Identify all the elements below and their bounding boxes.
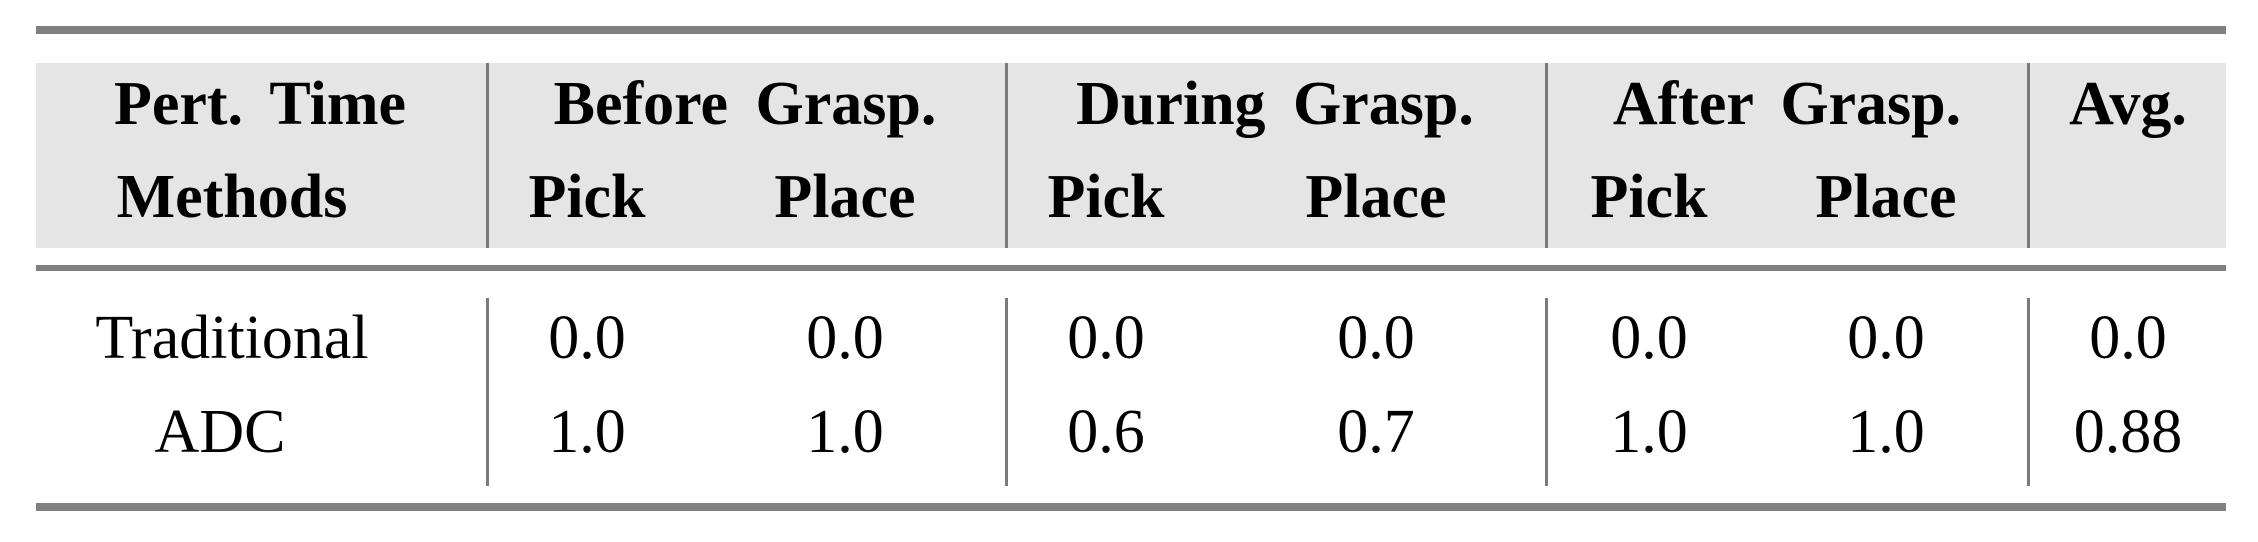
column-divider xyxy=(1005,63,1008,248)
value-cell: 1.0 xyxy=(806,398,884,466)
value-cell: 1.0 xyxy=(548,398,626,466)
avg-cell: 0.0 xyxy=(2089,304,2167,372)
header-before-pick: Pick xyxy=(528,163,646,231)
column-divider xyxy=(486,63,489,248)
column-divider xyxy=(2027,298,2030,486)
avg-cell: 0.88 xyxy=(2073,398,2183,466)
header-during-place: Place xyxy=(1305,163,1447,231)
header-after-place: Place xyxy=(1815,163,1957,231)
value-cell: 0.0 xyxy=(806,304,884,372)
column-divider xyxy=(2027,63,2030,248)
header-methods: Methods xyxy=(116,163,348,231)
value-cell: 0.0 xyxy=(1067,304,1145,372)
header-before-place: Place xyxy=(774,163,916,231)
value-cell: 1.0 xyxy=(1610,398,1688,466)
column-divider xyxy=(1545,298,1548,486)
value-cell: 0.7 xyxy=(1337,398,1415,466)
value-cell: 0.0 xyxy=(1847,304,1925,372)
value-cell: 0.0 xyxy=(1610,304,1688,372)
top-rule xyxy=(36,26,2226,34)
mid-rule xyxy=(36,265,2226,271)
header-after-grasp: After Grasp. xyxy=(1612,70,1962,138)
header-during-grasp: During Grasp. xyxy=(1076,70,1474,138)
value-cell: 0.0 xyxy=(1337,304,1415,372)
bottom-rule xyxy=(36,503,2226,511)
value-cell: 1.0 xyxy=(1847,398,1925,466)
column-divider xyxy=(1545,63,1548,248)
header-during-pick: Pick xyxy=(1047,163,1165,231)
method-name: Traditional xyxy=(95,304,369,372)
header-after-pick: Pick xyxy=(1590,163,1708,231)
header-before-grasp: Before Grasp. xyxy=(553,70,937,138)
value-cell: 0.6 xyxy=(1067,398,1145,466)
column-divider xyxy=(486,298,489,486)
value-cell: 0.0 xyxy=(548,304,626,372)
method-name: ADC xyxy=(154,398,286,466)
column-divider xyxy=(1005,298,1008,486)
header-pert-time: Pert. Time xyxy=(113,70,407,138)
header-background xyxy=(36,63,2226,248)
header-avg: Avg. xyxy=(2069,70,2187,138)
